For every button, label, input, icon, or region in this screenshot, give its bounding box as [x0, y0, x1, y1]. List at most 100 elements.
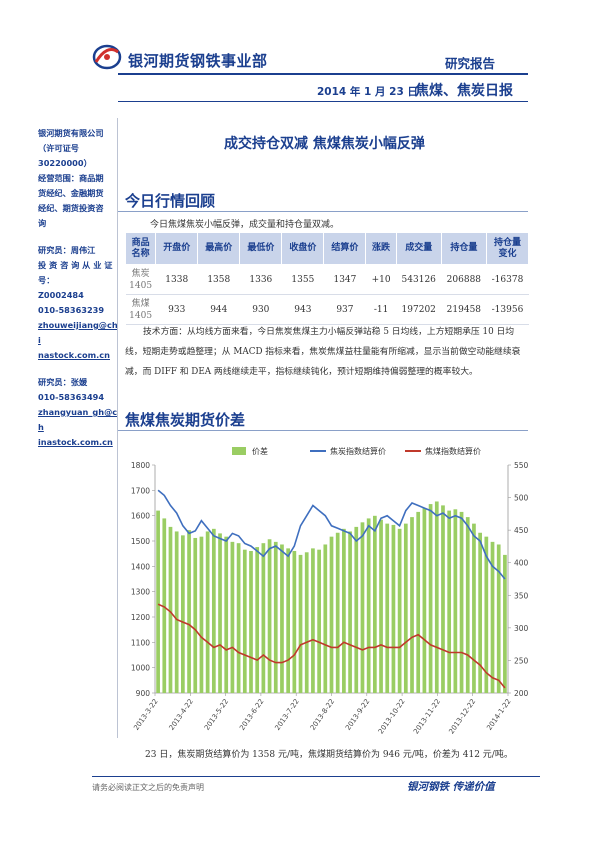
col-header: 收盘价	[281, 232, 325, 265]
y-left-tick-label: 1500	[131, 537, 150, 546]
col-header: 成交量	[395, 232, 442, 265]
disclaimer-note: 请务必阅读正文之后的免责声明	[92, 783, 204, 792]
researcher-zhang: 研究员：张媛 010-58363494 zhangyuan_gh@ch inas…	[38, 375, 120, 450]
spread-bar	[472, 523, 476, 693]
publish-date: 2014 年 1 月 23 日	[317, 86, 418, 98]
col-header: 持仓量 变化	[485, 232, 530, 265]
y-right-tick-label: 300	[514, 624, 529, 633]
slogan: 银河钢铁 传递价值	[407, 781, 495, 793]
y-right-tick-label: 450	[514, 526, 529, 535]
spread-bar	[379, 519, 383, 693]
y-left-tick-label: 1600	[131, 512, 150, 521]
daily-report-title: 焦煤、焦炭日报	[415, 83, 513, 99]
legend-label: 焦煤指数结算价	[425, 446, 481, 456]
footer-rule	[92, 776, 540, 777]
researcher-line: 研究员：张媛	[38, 377, 88, 387]
x-tick-label: 2013-7-22	[274, 698, 301, 732]
email-part: zhangyuan_gh@ch	[38, 407, 118, 432]
spread-bar	[193, 537, 198, 693]
researcher-email-link[interactable]: zhangyuan_gh@ch inastock.com.cn	[38, 405, 120, 450]
spread-bar	[496, 544, 501, 693]
spread-bar	[255, 547, 260, 693]
spread-bar	[205, 531, 210, 693]
spread-bar	[242, 549, 247, 693]
x-tick-label: 2013-10-22	[377, 698, 407, 736]
cell: 543126	[396, 264, 442, 295]
spread-bar	[360, 522, 365, 693]
cell: 206888	[441, 264, 487, 295]
spread-bar	[397, 528, 402, 693]
researcher-zhou: 研究员：周伟江 投 资 咨 询 从 业 证 号： Z0002484 010-58…	[38, 243, 120, 363]
researcher-email-link[interactable]: zhouweijiang@chi nastock.com.cn	[38, 318, 120, 363]
coke-index-line	[157, 489, 506, 580]
coking-coal-index-line	[157, 603, 506, 689]
cell: 933	[155, 294, 198, 325]
spread-bar	[323, 544, 328, 693]
spread-bar	[199, 536, 204, 693]
cell: 943	[281, 294, 324, 325]
section-underline	[118, 211, 528, 212]
spread-bar	[311, 548, 315, 693]
spread-bar	[403, 523, 408, 693]
spread-bar	[267, 539, 272, 693]
company-info-line: 30220000）	[38, 158, 92, 168]
y-right-tick-label: 200	[514, 689, 529, 698]
spread-bar	[249, 550, 253, 693]
col-header: 商品 名称	[124, 232, 157, 265]
cell: -16378	[486, 264, 529, 295]
email-part: zhouweijiang@chi	[38, 320, 118, 345]
section-underline	[118, 430, 528, 431]
y-left-tick-label: 1800	[131, 461, 150, 470]
x-tick-label: 2013-3-22	[132, 698, 159, 732]
col-header: 结算价	[323, 232, 367, 265]
company-info-line: 经营范围：商品期	[38, 173, 104, 183]
cell: 1355	[281, 264, 324, 295]
header-rule-bottom	[118, 101, 528, 102]
spread-bar	[385, 523, 390, 693]
spread-bar	[447, 510, 452, 693]
closing-summary: 23 日，焦炭期货结算价为 1358 元/吨，焦煤期货结算价为 946 元/吨，…	[145, 750, 513, 760]
researcher-line: 研究员：周伟江	[38, 245, 96, 255]
y-left-tick-label: 1400	[131, 562, 150, 571]
spread-bar	[335, 532, 340, 693]
spread-bar	[292, 550, 297, 693]
company-info-line: 银河期货有限公司	[38, 128, 104, 138]
col-header: 最低价	[239, 232, 283, 265]
spread-bar	[273, 541, 278, 693]
spread-bar	[224, 536, 229, 693]
x-tick-label: 2013-8-22	[309, 698, 336, 732]
y-right-tick-label: 350	[514, 591, 529, 600]
galaxy-logo-icon	[92, 44, 122, 70]
report-headline: 成交持仓双减 焦煤焦炭小幅反弹	[224, 136, 425, 152]
cell: 197202	[396, 294, 442, 325]
col-header: 开盘价	[155, 232, 199, 265]
section-title-spread: 焦煤焦炭期货价差	[125, 411, 246, 429]
spread-bar	[298, 554, 303, 693]
company-info-line: 货经纪、金融期货	[38, 188, 104, 198]
researcher-phone: 010-58363239	[38, 305, 105, 315]
spread-bar	[354, 526, 359, 693]
y-right-tick-label: 500	[514, 494, 529, 503]
y-left-tick-label: 1700	[131, 486, 150, 495]
cell: 937	[323, 294, 366, 325]
y-right-tick-label: 250	[514, 656, 529, 665]
company-info-line: 询	[38, 218, 47, 228]
spread-bar	[168, 526, 173, 693]
cell: 930	[239, 294, 282, 325]
spread-bar	[329, 536, 334, 693]
researcher-line: Z0002484	[38, 290, 84, 300]
legend-label: 焦炭指数结算价	[330, 446, 386, 456]
quote-table: 商品 名称 开盘价 最高价 最低价 收盘价 结算价 涨跌 成交量 持仓量 持仓量…	[124, 232, 530, 325]
researcher-phone: 010-58363494	[38, 392, 105, 402]
market-summary: 今日焦煤焦炭小幅反弹，成交量和持仓量双减。	[150, 220, 340, 230]
x-tick-label: 2013-5-22	[203, 698, 230, 732]
spread-bar	[478, 532, 482, 693]
spread-bar	[372, 515, 377, 693]
spread-chart: 900 1000 1100 1200 1300 1400 1500 1600 1700 1800 2…	[131, 446, 529, 736]
y-left-tick-label: 900	[136, 689, 151, 698]
spread-bar	[162, 518, 167, 693]
x-tick-label: 2013-11-22	[412, 698, 442, 736]
spread-bar	[187, 530, 191, 693]
spread-bar	[366, 518, 371, 693]
spread-bar	[391, 524, 396, 693]
